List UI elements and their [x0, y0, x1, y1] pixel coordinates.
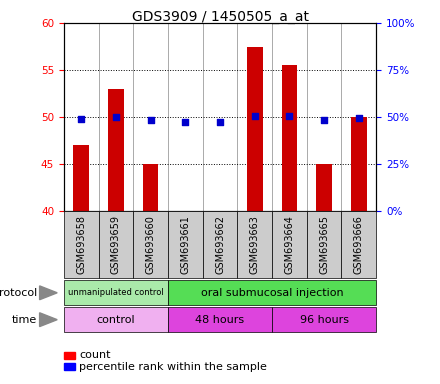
Text: percentile rank within the sample: percentile rank within the sample	[79, 362, 267, 372]
Point	[321, 117, 328, 123]
Point	[356, 115, 363, 121]
Bar	[73, 145, 89, 211]
Text: GDS3909 / 1450505_a_at: GDS3909 / 1450505_a_at	[132, 10, 308, 23]
Text: GSM693661: GSM693661	[180, 215, 190, 274]
Point	[251, 113, 258, 119]
Text: 48 hours: 48 hours	[195, 314, 245, 325]
Text: GSM693665: GSM693665	[319, 215, 329, 274]
Text: GSM693658: GSM693658	[76, 215, 86, 274]
Bar	[108, 89, 124, 211]
Bar	[282, 65, 297, 211]
Text: control: control	[96, 314, 135, 325]
Text: GSM693660: GSM693660	[146, 215, 156, 274]
Point	[182, 119, 189, 125]
Point	[112, 114, 119, 120]
Bar	[316, 164, 332, 211]
Bar	[247, 46, 263, 211]
Bar	[143, 164, 158, 211]
Point	[77, 116, 84, 122]
Point	[216, 119, 224, 125]
Text: GSM693659: GSM693659	[111, 215, 121, 274]
Text: count: count	[79, 350, 111, 360]
Text: 96 hours: 96 hours	[300, 314, 348, 325]
Point	[286, 113, 293, 119]
Text: GSM693662: GSM693662	[215, 215, 225, 274]
Bar	[351, 117, 367, 211]
Text: time: time	[12, 314, 37, 325]
Text: GSM693664: GSM693664	[284, 215, 294, 274]
Text: unmanipulated control: unmanipulated control	[68, 288, 164, 297]
Text: protocol: protocol	[0, 288, 37, 298]
Point	[147, 117, 154, 123]
Text: GSM693666: GSM693666	[354, 215, 364, 274]
Text: GSM693663: GSM693663	[250, 215, 260, 274]
Text: oral submucosal injection: oral submucosal injection	[201, 288, 343, 298]
